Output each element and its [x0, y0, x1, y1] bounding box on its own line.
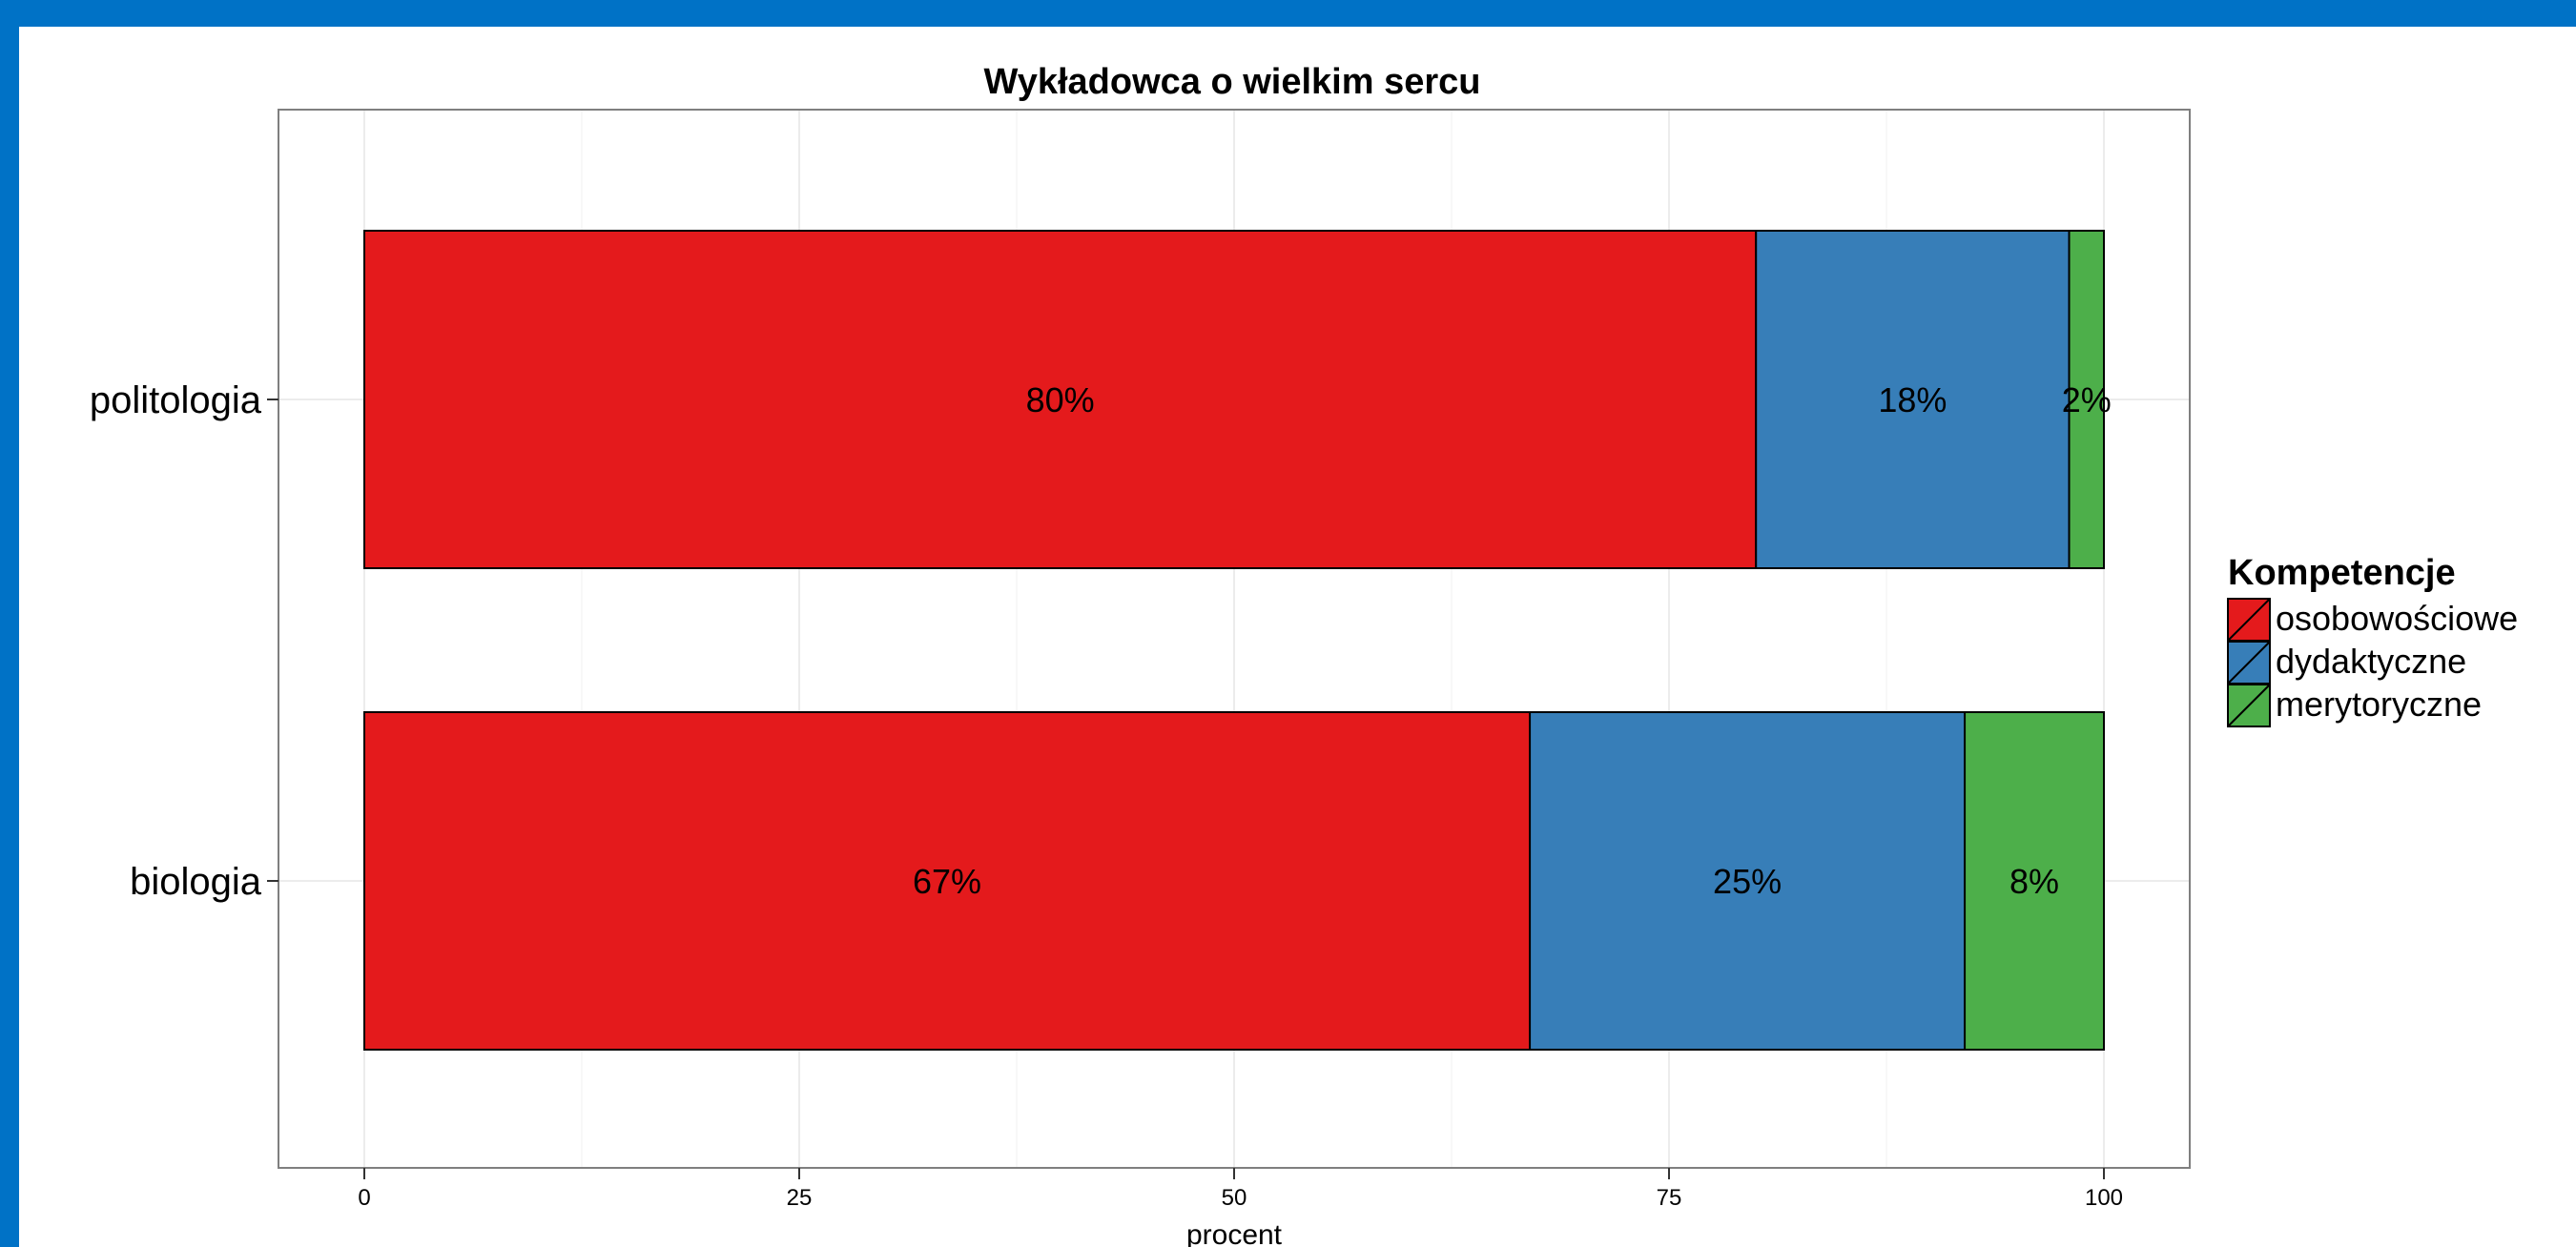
bar-merytoryczne-politologia: [2068, 230, 2106, 569]
legend-item-dydaktyczne: dydaktyczne: [2227, 641, 2466, 685]
legend-label: merytoryczne: [2276, 685, 2482, 724]
y-tick-label: politologia: [90, 379, 262, 421]
x-axis-label: procent: [1186, 1219, 1283, 1247]
legend-item-osobowościowe: osobowościowe: [2227, 598, 2518, 642]
x-tick-label: 25: [787, 1185, 813, 1211]
x-tick-label: 75: [1657, 1185, 1682, 1211]
bar-osobowościowe-biologia: [363, 711, 1532, 1051]
x-tick-label: 100: [2085, 1185, 2123, 1211]
data-label: 8%: [2009, 862, 2059, 901]
legend-title: Kompetencje: [2228, 553, 2456, 593]
x-tick-label: 0: [358, 1185, 370, 1211]
chart-title: Wykładowca o wielkim sercu: [984, 62, 1481, 102]
data-label: 25%: [1713, 862, 1782, 901]
legend-label: dydaktyczne: [2276, 642, 2466, 681]
data-label: 67%: [913, 862, 981, 901]
legend-label: osobowościowe: [2276, 599, 2518, 638]
data-label: 80%: [1026, 380, 1095, 419]
y-tick-label: biologia: [130, 861, 262, 903]
legend-item-merytoryczne: merytoryczne: [2227, 684, 2482, 727]
legend-key-slash: [2227, 598, 2271, 642]
x-tick-label: 50: [1222, 1185, 1247, 1211]
bar-merytoryczne-biologia: [1964, 711, 2105, 1051]
stacked-bar-chart: Wykładowca o wielkim sercu procent Kompe…: [90, 62, 2518, 1247]
bar-dydaktyczne-biologia: [1529, 711, 1967, 1051]
chart-frame: Wykładowca o wielkim sercu procent Kompe…: [19, 27, 2576, 1247]
legend-key-slash: [2227, 684, 2271, 727]
bar-osobowościowe-politologia: [363, 230, 1758, 569]
legend-key-slash: [2227, 641, 2271, 685]
data-label: 2%: [2062, 380, 2112, 419]
data-label: 18%: [1878, 380, 1947, 419]
